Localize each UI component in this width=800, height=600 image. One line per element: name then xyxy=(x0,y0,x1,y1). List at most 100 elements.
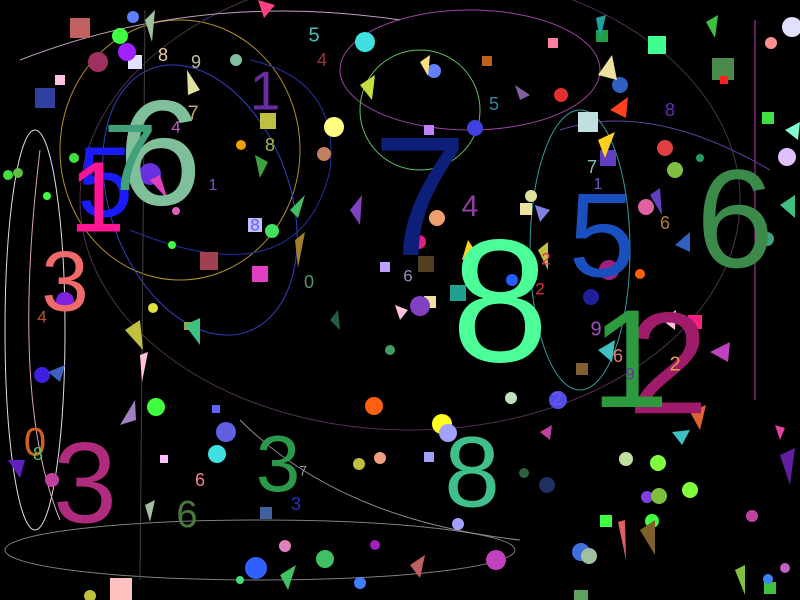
confetti-dot xyxy=(505,392,517,404)
digit-small-6-olive: 6 xyxy=(176,494,197,536)
confetti-triangle xyxy=(618,520,626,560)
digit-small-2-violet: 2 xyxy=(552,389,562,409)
digit-small-8-green: 8 xyxy=(265,135,275,155)
confetti-dot xyxy=(657,140,673,156)
confetti-square xyxy=(424,125,434,135)
confetti-triangle xyxy=(780,195,795,218)
confetti-square xyxy=(520,203,532,215)
confetti-dot xyxy=(765,37,777,49)
confetti-square xyxy=(424,452,434,462)
confetti-square xyxy=(35,88,55,108)
confetti-square xyxy=(764,582,776,594)
confetti-triangle xyxy=(650,188,662,215)
digit-small-7-bottom: 7 xyxy=(299,463,307,479)
confetti-triangle xyxy=(330,310,340,330)
confetti-dot xyxy=(168,241,176,249)
confetti-dot xyxy=(638,199,654,215)
confetti-triangle xyxy=(125,320,143,350)
digit-big-8-center: 8 xyxy=(451,204,548,399)
confetti-triangle xyxy=(775,425,785,440)
digit-small-1-purple: 1 xyxy=(250,60,281,122)
confetti-dot xyxy=(612,77,628,93)
digit-small-8-blue: 8 xyxy=(250,215,259,234)
confetti-square xyxy=(260,507,272,519)
orbit-curve xyxy=(239,419,521,541)
digit-big-7-overlay: 7 xyxy=(104,105,157,211)
confetti-square xyxy=(380,262,390,272)
confetti-shapes xyxy=(3,0,800,600)
confetti-dot xyxy=(599,260,619,280)
confetti-square xyxy=(55,75,65,85)
orbit-ellipse xyxy=(59,19,301,281)
confetti-triangle xyxy=(360,75,375,100)
orbit-ellipse xyxy=(4,519,516,581)
confetti-dot xyxy=(279,540,291,552)
confetti-dot xyxy=(539,477,555,493)
confetti-dot xyxy=(782,17,800,37)
confetti-dot xyxy=(245,557,267,579)
confetti-dot xyxy=(412,235,426,249)
confetti-triangle xyxy=(538,242,548,270)
confetti-triangle xyxy=(462,240,478,260)
digit-small-4-orange: 4 xyxy=(37,307,46,326)
confetti-triangle xyxy=(690,405,706,430)
confetti-square xyxy=(110,578,132,600)
confetti-dot xyxy=(56,292,74,310)
confetti-dot xyxy=(112,28,128,44)
digit-small-0-orange: 0 xyxy=(24,421,46,465)
confetti-dot xyxy=(84,590,96,600)
confetti-square xyxy=(762,112,774,124)
confetti-square xyxy=(248,218,262,232)
digit-small-6-right: 6 xyxy=(660,213,670,233)
digit-small-6-pink: 6 xyxy=(195,470,205,490)
confetti-dot xyxy=(208,445,226,463)
confetti-triangle xyxy=(675,232,690,252)
digit-small-6-salmon: 6 xyxy=(613,346,623,366)
confetti-dot xyxy=(467,120,483,136)
confetti-triangle xyxy=(735,565,745,595)
confetti-dot xyxy=(682,482,698,498)
digit-small-5-top: 5 xyxy=(308,24,319,46)
confetti-square xyxy=(418,256,434,272)
confetti-dot xyxy=(365,397,383,415)
confetti-triangle xyxy=(420,55,430,76)
confetti-dot xyxy=(265,224,279,238)
digit-big-3-left: 3 xyxy=(41,234,88,329)
confetti-dot xyxy=(236,140,246,150)
digit-big-6-left: 6 xyxy=(118,69,201,237)
confetti-square xyxy=(574,590,588,600)
confetti-square xyxy=(578,112,598,132)
confetti-triangle xyxy=(120,400,136,425)
confetti-dot xyxy=(746,510,758,522)
confetti-dot xyxy=(316,550,334,568)
confetti-triangle xyxy=(610,97,628,118)
confetti-dot xyxy=(118,43,136,61)
confetti-dot xyxy=(486,550,506,570)
confetti-triangle xyxy=(187,70,200,95)
confetti-triangle xyxy=(596,15,606,40)
confetti-triangle xyxy=(395,305,408,320)
confetti-triangle xyxy=(640,520,655,555)
confetti-dot xyxy=(324,117,344,137)
confetti-triangle xyxy=(598,132,615,158)
confetti-dot xyxy=(581,548,597,564)
confetti-dot xyxy=(34,367,50,383)
digit-big-6-right: 6 xyxy=(696,140,774,297)
confetti-dot xyxy=(88,52,108,72)
confetti-square xyxy=(576,363,588,375)
confetti-dot xyxy=(172,207,180,215)
confetti-dot xyxy=(148,303,158,313)
confetti-triangle xyxy=(185,318,200,345)
confetti-square xyxy=(200,252,218,270)
digit-small-4-left: 4 xyxy=(171,117,180,136)
confetti-square xyxy=(212,405,220,413)
confetti-dot xyxy=(317,147,331,161)
confetti-triangle xyxy=(710,342,730,362)
confetti-dot xyxy=(353,458,365,470)
confetti-triangle xyxy=(145,500,155,522)
confetti-dot xyxy=(583,289,599,305)
confetti-dot xyxy=(429,210,445,226)
confetti-dot xyxy=(147,398,165,416)
confetti-dot xyxy=(236,576,244,584)
